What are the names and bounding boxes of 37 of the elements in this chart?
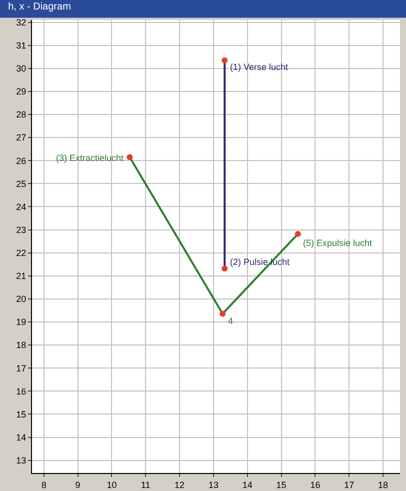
y-tick-label: 18 [16,340,26,350]
annotation: (2) Pulsie lucht [230,257,290,267]
y-tick-label: 20 [16,294,26,304]
annotation: 4 [228,316,234,326]
y-tick-label: 31 [16,40,26,51]
y-tick-label: 22 [16,248,26,258]
y-tick-label: 13 [16,455,26,466]
annotation: (5) Expulsie lucht [303,238,373,248]
y-tick-label: 17 [16,363,26,374]
x-tick-label: 13 [208,480,218,490]
y-tick-label: 24 [16,202,26,212]
y-tick-label: 16 [16,386,26,396]
y-tick-label: 32 [16,17,26,28]
x-tick-label: 10 [106,480,117,490]
x-tick-label: 11 [140,480,150,490]
x-tick-label: 15 [276,480,286,490]
y-tick-label: 15 [16,409,26,420]
x-tick-label: 9 [75,480,80,490]
y-tick-label: 14 [16,432,26,442]
y-tick-label: 30 [16,64,26,74]
y-tick-label: 28 [16,110,26,120]
annotation: (1) Verse lucht [230,62,289,72]
x-tick-label: 14 [242,480,252,490]
chart-title: h, x - Diagram [8,1,71,12]
x-tick-label: 16 [310,480,320,490]
y-tick-label: 26 [16,156,26,166]
y-tick-label: 29 [16,86,26,97]
y-tick-label: 27 [16,132,26,143]
x-tick-label: 18 [378,480,388,490]
y-tick-label: 23 [16,224,26,235]
x-tick-label: 17 [344,480,354,490]
x-tick-label: 12 [174,480,185,490]
annotation: (3) Extractielucht [56,153,124,163]
y-tick-label: 21 [16,271,26,282]
y-tick-label: 25 [16,178,26,189]
x-tick-label: 8 [41,480,46,490]
y-tick-label: 19 [16,317,26,328]
